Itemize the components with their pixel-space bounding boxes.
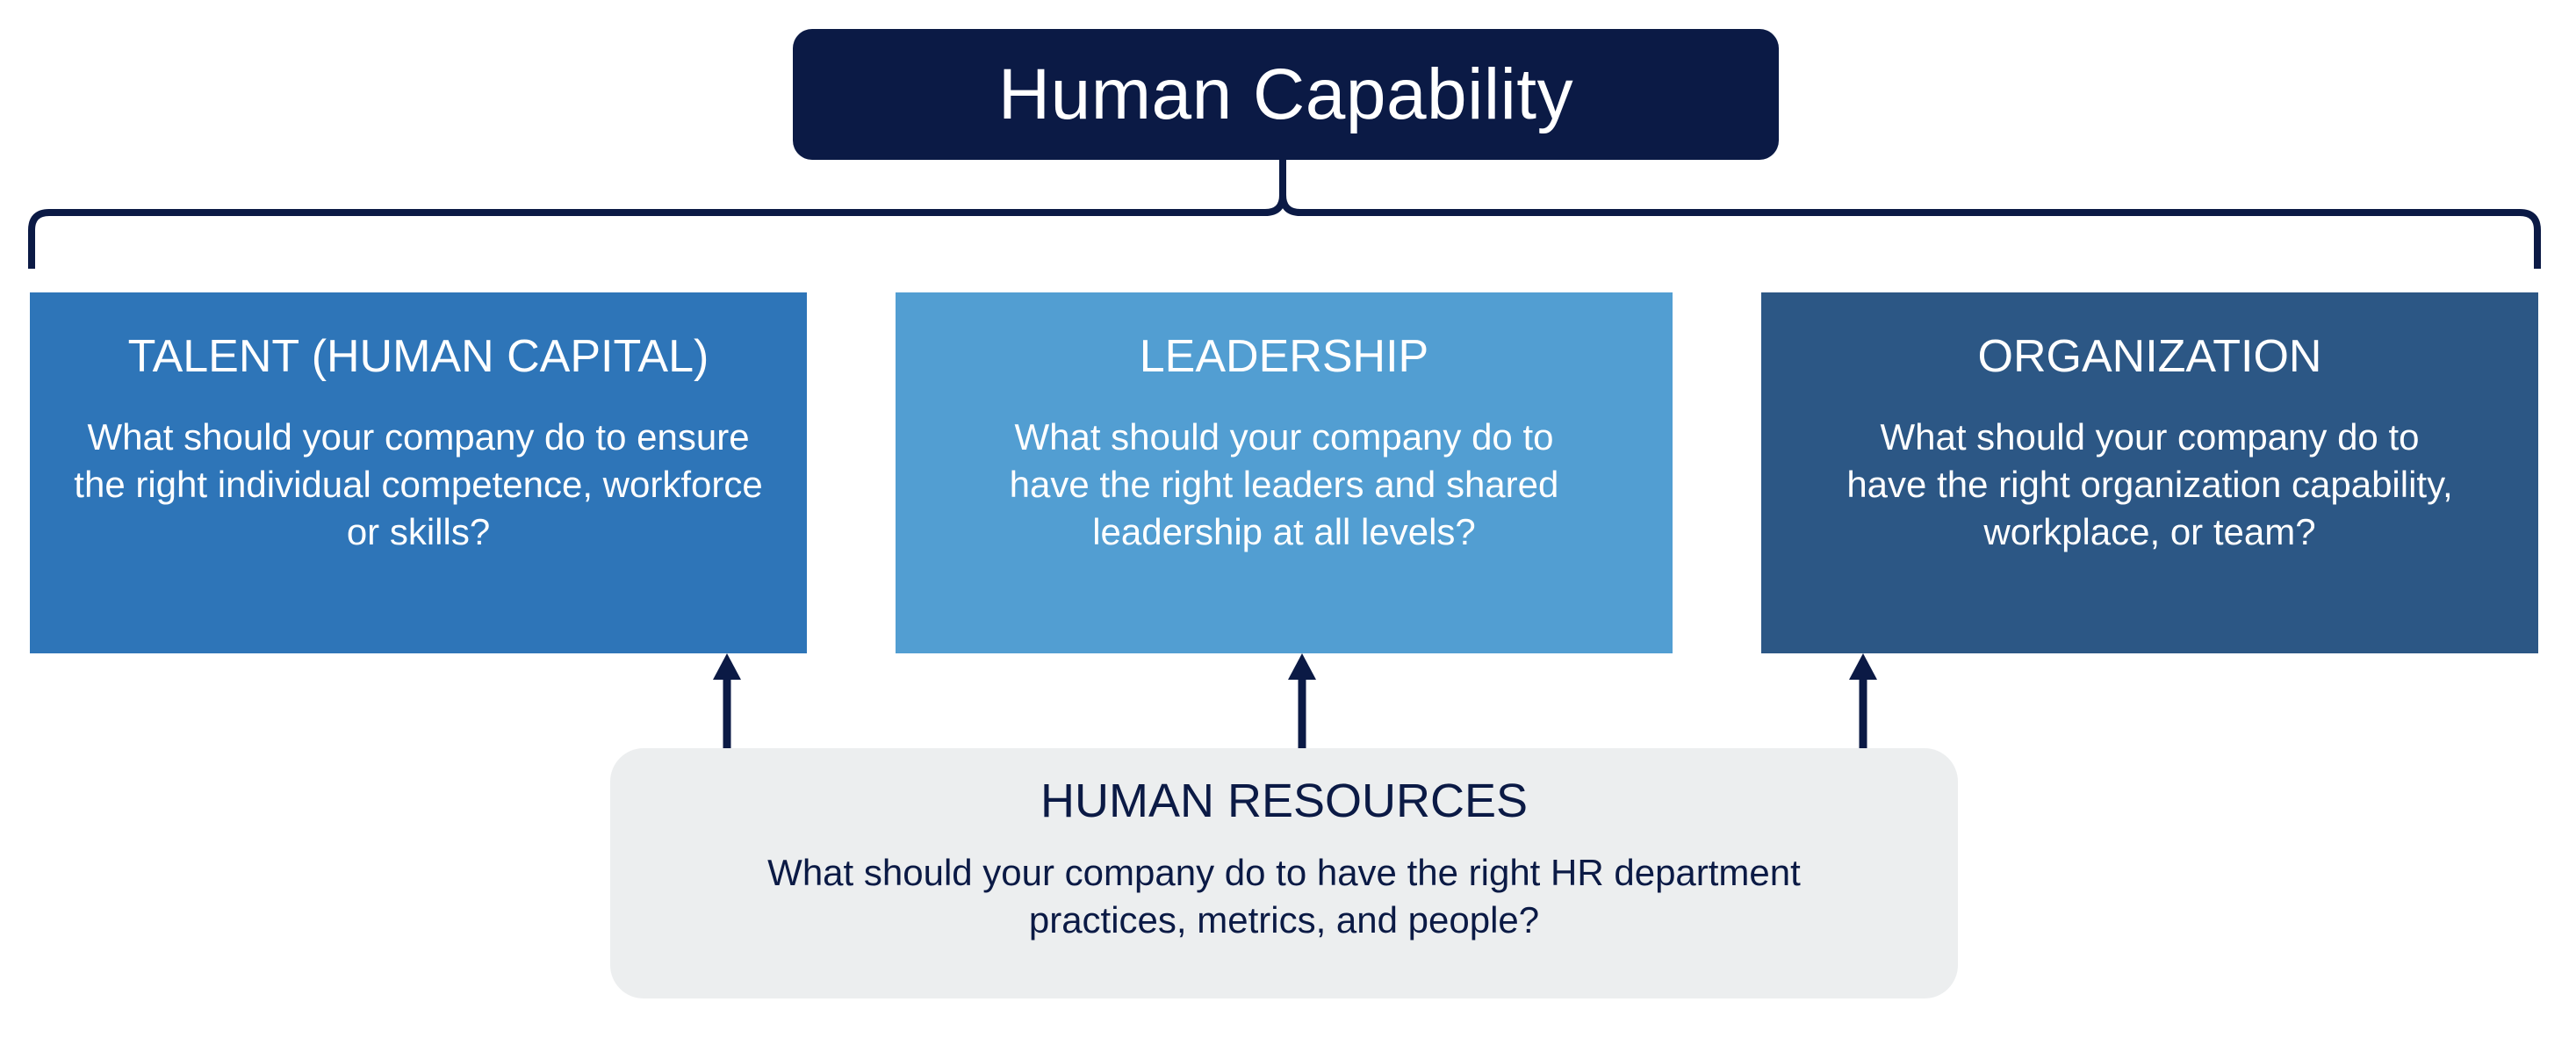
human-resources-question: What should your company do to have the … xyxy=(767,851,1801,941)
organization-heading: ORGANIZATION xyxy=(1977,331,2322,382)
arrow-leadership xyxy=(1288,653,1316,748)
human-resources-box: HUMAN RESOURCES What should your company… xyxy=(610,748,1958,998)
human-resources-heading: HUMAN RESOURCES xyxy=(1040,775,1529,827)
arrow-talent-head xyxy=(713,653,741,680)
brace-connector xyxy=(28,160,2541,269)
arrow-leadership-head xyxy=(1288,653,1316,680)
organization-question: What should your company do to have the … xyxy=(1846,416,2453,552)
talent-heading: TALENT (HUMAN CAPITAL) xyxy=(127,331,709,382)
talent-question: What should your company do to ensure th… xyxy=(74,416,763,552)
leadership-heading: LEADERSHIP xyxy=(1139,331,1429,382)
arrow-talent xyxy=(713,653,741,748)
leadership-question: What should your company do to have the … xyxy=(1009,416,1559,552)
human-capability-title: Human Capability xyxy=(997,54,1574,134)
leadership-box: LEADERSHIP What should your company do t… xyxy=(896,292,1673,653)
arrow-organization-head xyxy=(1849,653,1877,680)
human-capability-title-box: Human Capability xyxy=(793,29,1779,160)
talent-box: TALENT (HUMAN CAPITAL) What should your … xyxy=(30,292,807,653)
arrow-organization xyxy=(1849,653,1877,748)
organization-box: ORGANIZATION What should your company do… xyxy=(1761,292,2538,653)
